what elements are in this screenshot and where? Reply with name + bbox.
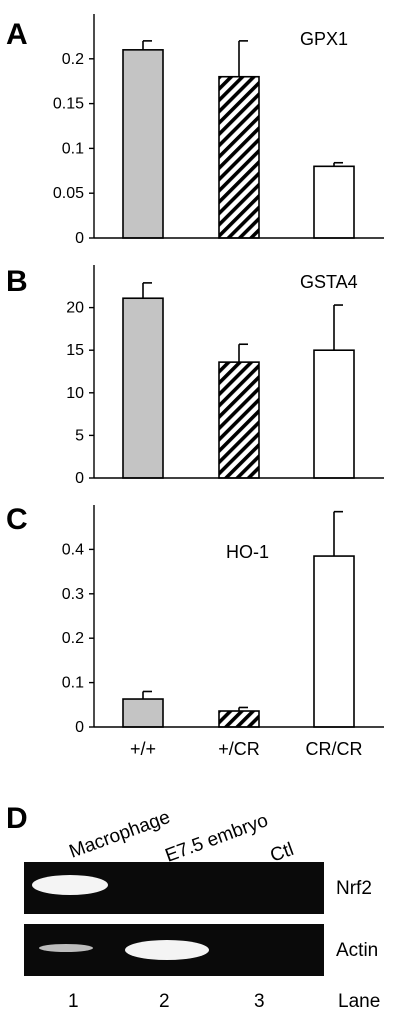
category-label-heterozygous: +/CR bbox=[218, 739, 260, 759]
bar-c-wildtype bbox=[122, 698, 164, 728]
chart-panel-b: B GSTA4 0 5 10 15 20 bbox=[6, 265, 384, 487]
y-tick-label-a-3: 0.15 bbox=[53, 96, 84, 113]
bars-b bbox=[122, 282, 355, 479]
bar-c-heterozygous bbox=[218, 710, 260, 728]
y-tick-label-a-0: 0 bbox=[75, 230, 84, 247]
y-tick-label-c-1: 0.1 bbox=[62, 675, 84, 692]
gel-row-label-actin: Actin bbox=[336, 940, 378, 961]
bar-c-homozygous bbox=[313, 555, 355, 728]
y-tick-label-c-3: 0.3 bbox=[62, 586, 84, 603]
y-tick-label-c-2: 0.2 bbox=[62, 630, 84, 647]
panel-label-c: C bbox=[6, 503, 28, 536]
axes-c: 0 0.1 0.2 0.3 0.4 +/+ +/CR CR/CR bbox=[62, 505, 384, 759]
panel-label-b: B bbox=[6, 265, 28, 298]
gel-panel-d: D Macrophage E7.5 embryo Ctl Nrf2 Actin … bbox=[6, 802, 380, 1012]
category-label-homozygous: CR/CR bbox=[306, 739, 363, 759]
gel-column-macrophage: Macrophage bbox=[67, 807, 173, 863]
lane-number-1: 1 bbox=[68, 991, 79, 1012]
y-tick-label-b-1: 5 bbox=[75, 427, 84, 444]
y-tick-label-a-1: 0.05 bbox=[53, 185, 84, 202]
chart-panel-a: A GPX1 0 0.05 0.1 0.15 0.2 bbox=[6, 14, 384, 247]
chart-panel-c: C HO-1 0 0.1 0.2 0.3 0.4 +/+ +/CR CR/CR bbox=[6, 503, 384, 759]
gel-column-e75-embryo: E7.5 embryo bbox=[163, 810, 271, 867]
gel-row-label-nrf2: Nrf2 bbox=[336, 878, 372, 899]
gel-band-nrf2-lane1 bbox=[32, 875, 108, 895]
bar-b-homozygous bbox=[313, 349, 355, 479]
chart-title-b: GSTA4 bbox=[300, 272, 358, 292]
panel-label-d: D bbox=[6, 802, 28, 835]
bar-a-heterozygous bbox=[218, 75, 260, 239]
y-tick-label-b-4: 20 bbox=[66, 300, 84, 317]
panel-label-a: A bbox=[6, 18, 28, 51]
y-tick-label-c-0: 0 bbox=[75, 719, 84, 736]
bar-a-wildtype bbox=[122, 49, 164, 239]
y-tick-label-b-2: 10 bbox=[66, 385, 84, 402]
gel-band-actin-lane2 bbox=[125, 940, 209, 960]
y-tick-label-b-0: 0 bbox=[75, 470, 84, 487]
bar-b-heterozygous bbox=[218, 361, 260, 479]
axes-a: 0 0.05 0.1 0.15 0.2 bbox=[53, 14, 384, 247]
axes-b: 0 5 10 15 20 bbox=[66, 265, 384, 487]
lane-number-2: 2 bbox=[159, 991, 170, 1012]
y-tick-label-c-4: 0.4 bbox=[62, 541, 84, 558]
gel-band-actin-lane1 bbox=[39, 944, 93, 952]
chart-title-a: GPX1 bbox=[300, 29, 348, 49]
lane-number-3: 3 bbox=[254, 991, 265, 1012]
category-label-wildtype: +/+ bbox=[130, 739, 156, 759]
y-tick-label-b-3: 15 bbox=[66, 342, 84, 359]
bars-a bbox=[122, 40, 355, 239]
chart-title-c: HO-1 bbox=[226, 542, 269, 562]
bar-a-homozygous bbox=[313, 165, 355, 239]
bar-b-wildtype bbox=[122, 297, 164, 479]
y-tick-label-a-4: 0.2 bbox=[62, 51, 84, 68]
bars-c bbox=[122, 510, 355, 728]
y-tick-label-a-2: 0.1 bbox=[62, 140, 84, 157]
lane-axis-label: Lane bbox=[338, 991, 380, 1012]
